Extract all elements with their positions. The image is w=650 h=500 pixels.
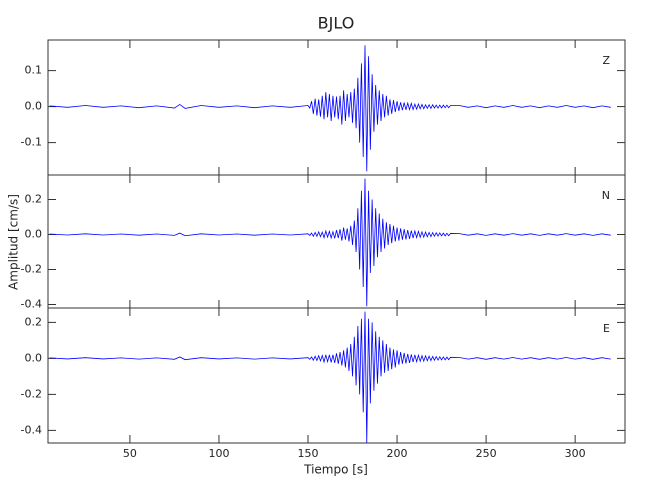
y-tick-label: -0.2 (21, 263, 42, 276)
waveform (49, 45, 611, 172)
waveform (49, 178, 611, 307)
panel-frame (47, 174, 626, 309)
x-tick-label: 250 (476, 447, 497, 460)
panel-label: Z (602, 54, 610, 67)
waveform (49, 311, 611, 444)
x-tick-label: 100 (208, 447, 229, 460)
y-tick-label: 0.0 (25, 351, 43, 364)
panel-label: E (603, 322, 610, 335)
y-tick-label: -0.1 (21, 136, 42, 149)
x-axis-label: Tiempo [s] (303, 463, 368, 477)
y-tick-label: 0.0 (25, 228, 43, 241)
y-tick-label: 0.2 (25, 193, 43, 206)
chart-title: BJLO (318, 14, 355, 33)
y-tick-label: 0.1 (25, 64, 43, 77)
x-tick-label: 200 (387, 447, 408, 460)
panel-label: N (602, 189, 610, 202)
y-tick-label: 0.0 (25, 100, 43, 113)
x-tick-label: 300 (565, 447, 586, 460)
x-tick-label: 50 (123, 447, 137, 460)
panel-frame (47, 307, 626, 444)
y-tick-label: -0.4 (21, 423, 42, 436)
y-tick-label: -0.4 (21, 298, 42, 311)
y-tick-label: 0.2 (25, 315, 43, 328)
x-tick-label: 150 (298, 447, 319, 460)
y-axis-label: Amplitud [cm/s] (7, 194, 21, 290)
y-tick-label: -0.2 (21, 387, 42, 400)
